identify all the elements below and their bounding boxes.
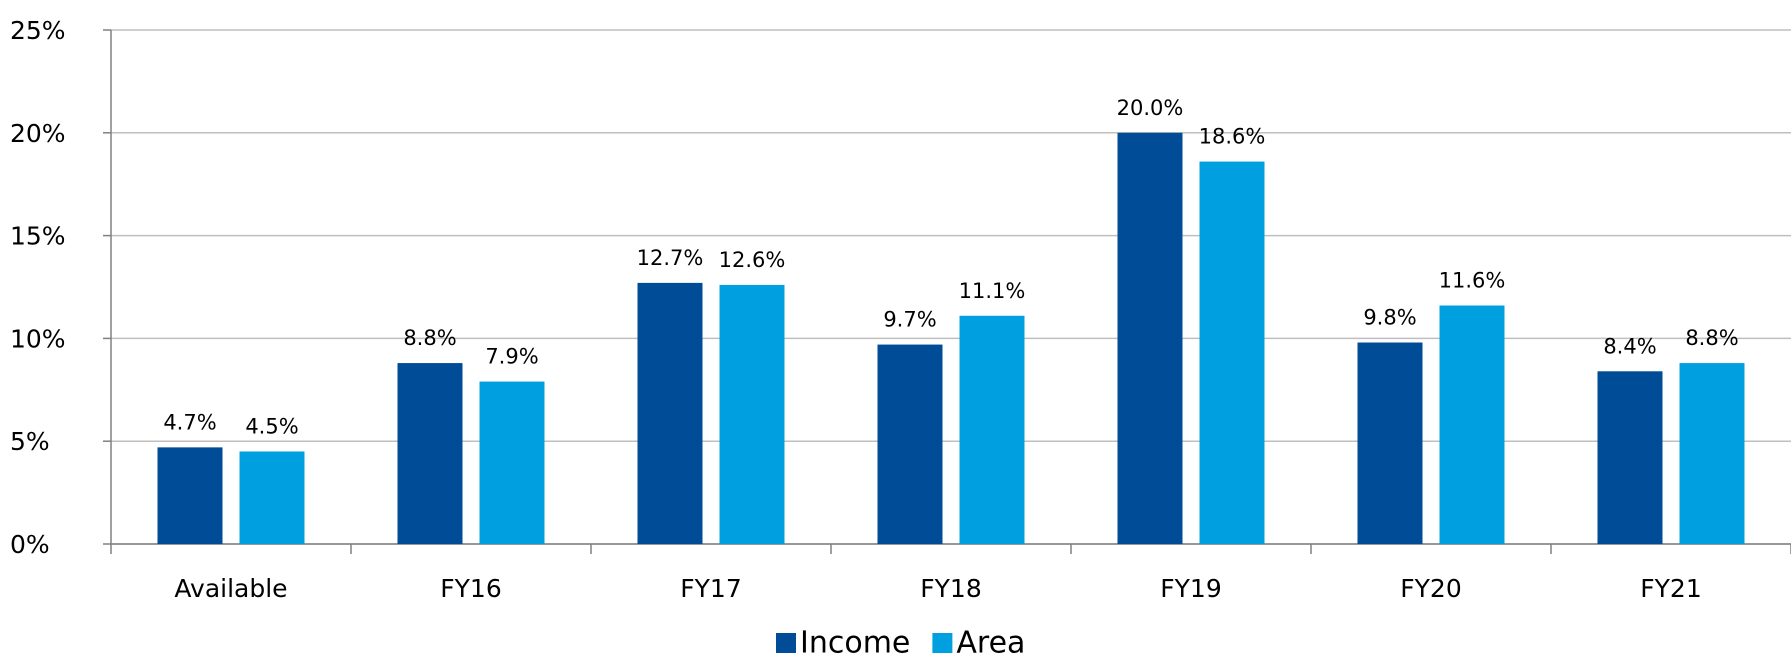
bar xyxy=(479,381,545,544)
bar xyxy=(877,344,943,544)
x-tick-label: FY20 xyxy=(1400,574,1461,603)
value-label: 20.0% xyxy=(1117,96,1184,120)
value-label: 11.6% xyxy=(1439,269,1506,293)
x-tick-label: FY18 xyxy=(920,574,981,603)
value-label: 8.8% xyxy=(403,326,456,350)
value-label: 4.7% xyxy=(163,410,216,434)
legend-swatch xyxy=(776,633,796,653)
x-tick-label: FY19 xyxy=(1160,574,1221,603)
y-tick-label: 15% xyxy=(10,222,66,251)
value-label: 8.8% xyxy=(1685,326,1738,350)
bar xyxy=(719,284,785,544)
bar xyxy=(959,315,1025,544)
y-tick-label: 0% xyxy=(10,530,50,559)
legend-swatch xyxy=(932,633,953,653)
value-label: 4.5% xyxy=(245,414,298,438)
bar xyxy=(637,282,703,544)
bar xyxy=(157,447,223,544)
y-tick-label: 5% xyxy=(10,427,50,456)
y-tick-label: 10% xyxy=(10,324,66,353)
bar xyxy=(1357,342,1423,544)
value-label: 12.7% xyxy=(637,246,704,270)
x-tick-label: FY16 xyxy=(440,574,501,603)
x-tick-label: FY21 xyxy=(1640,574,1701,603)
bar xyxy=(1199,161,1265,545)
x-tick-label: FY17 xyxy=(680,574,741,603)
bar xyxy=(239,451,305,544)
value-label: 18.6% xyxy=(1199,125,1266,149)
value-label: 12.6% xyxy=(719,248,786,272)
legend-label: Area xyxy=(956,626,1025,660)
legend-label: Income xyxy=(800,626,910,660)
value-label: 11.1% xyxy=(959,279,1026,303)
y-tick-label: 25% xyxy=(10,16,66,45)
bar xyxy=(1597,371,1663,544)
value-label: 7.9% xyxy=(485,345,538,369)
bar xyxy=(1117,132,1183,545)
bar xyxy=(397,363,463,544)
bar xyxy=(1679,363,1745,544)
value-label: 9.7% xyxy=(883,308,936,332)
value-label: 9.8% xyxy=(1363,306,1416,330)
value-label: 8.4% xyxy=(1603,334,1656,358)
y-tick-label: 20% xyxy=(10,119,66,148)
x-tick-label: Available xyxy=(174,574,287,603)
bar xyxy=(1439,305,1505,544)
